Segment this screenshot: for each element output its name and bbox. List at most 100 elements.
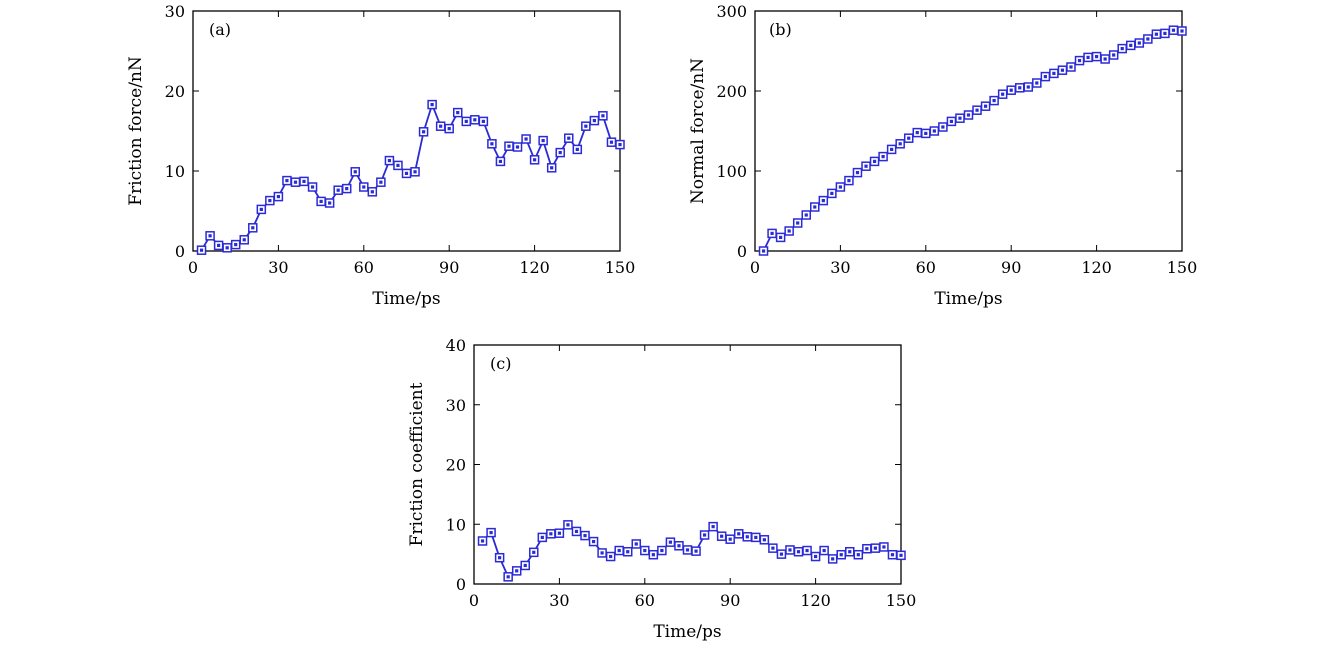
x-tick-label: 120 (1081, 258, 1112, 277)
data-point-dot (430, 103, 434, 107)
data-point-dot (387, 159, 392, 163)
data-point-dot (787, 229, 791, 233)
data-point-dot (754, 535, 758, 539)
data-point-dot (873, 546, 877, 550)
data-point-c (605, 551, 616, 562)
data-point-dot (898, 142, 902, 146)
x-tick-label: 30 (268, 258, 288, 277)
data-point-dot (890, 147, 894, 151)
chart-panel-a: 0 30 60 90 120 150 0 10 20 30 Time/ps Friction forc… (126, 2, 635, 309)
y-tick-label: 0 (175, 242, 185, 261)
data-point-dot (805, 548, 809, 553)
chart-panel-b: 0 30 60 90 120 150 0 100 200 300 Time/ps Normal for… (688, 2, 1197, 309)
y-tick-label: 100 (716, 162, 747, 181)
data-point-dot (983, 104, 988, 108)
data-point-dot (847, 179, 851, 183)
data-point-dot (396, 163, 400, 167)
data-point-c (657, 545, 667, 556)
data-point-a (307, 182, 318, 192)
data-point-a (265, 195, 275, 206)
data-point-dot (557, 531, 561, 535)
data-point-b (980, 101, 991, 111)
data-point-b (835, 182, 846, 192)
data-point-a (333, 185, 343, 195)
data-point-b (1049, 68, 1059, 79)
data-point-dot (668, 540, 673, 544)
data-point-dot (515, 569, 519, 573)
data-point-c (537, 532, 548, 543)
x-tick-label: 60 (635, 591, 655, 610)
x-axis-title: Time/ps (934, 289, 1002, 309)
data-point-dot (591, 539, 596, 544)
data-point-dot (1137, 41, 1141, 45)
data-point-b (972, 105, 982, 115)
data-point-b (792, 218, 803, 228)
data-point-c (819, 545, 829, 556)
data-point-dot (242, 238, 246, 242)
data-point-dot (490, 142, 494, 146)
x-tick-label: 0 (750, 258, 760, 277)
data-point-dot (370, 190, 374, 194)
x-tick-label: 90 (439, 258, 459, 277)
data-point-dot (838, 185, 842, 189)
data-point-dot (439, 124, 443, 128)
data-point-c (810, 551, 821, 562)
data-point-c (665, 537, 676, 547)
data-point-dot (225, 246, 229, 250)
data-point-dot (199, 248, 204, 252)
data-point-dot (601, 114, 605, 118)
data-point-b (946, 116, 957, 127)
data-point-dot (1171, 28, 1176, 32)
data-point-a (564, 133, 574, 143)
data-point-dot (217, 243, 221, 247)
data-point-dot (1018, 86, 1022, 90)
data-point-dot (737, 532, 741, 536)
data-point-dot (574, 529, 579, 534)
data-point-c (785, 545, 795, 555)
data-point-b (827, 188, 837, 199)
data-point-dot (643, 548, 647, 553)
x-tick-label: 150 (605, 258, 636, 277)
data-point-b (818, 195, 829, 206)
data-point-b (989, 95, 999, 106)
data-point-dot (702, 533, 707, 537)
data-point-dot (208, 234, 212, 238)
y-tick-label: 30 (165, 2, 185, 21)
data-point-c (588, 536, 599, 547)
data-point-c (853, 549, 864, 560)
data-point-dot (617, 548, 621, 553)
data-point-dot (609, 554, 613, 559)
data-point-a (376, 177, 386, 187)
data-point-a (589, 115, 600, 126)
x-tick-label: 0 (469, 591, 479, 610)
data-point-dot (771, 546, 775, 550)
data-point-dot (1146, 37, 1150, 41)
data-point-dot (839, 553, 843, 557)
data-point-dot (234, 243, 238, 247)
data-point-a (299, 176, 309, 187)
data-point-dot (421, 130, 426, 134)
data-point-c (862, 543, 872, 554)
data-point-a (273, 191, 284, 202)
chart-panel-c: 0 30 60 90 120 150 0 10 20 30 40 Time/ps Friction co… (407, 336, 916, 642)
data-point-a (521, 134, 531, 144)
data-point-dot (856, 553, 860, 557)
data-point-dot (558, 151, 562, 155)
x-tick-label: 150 (886, 591, 917, 610)
data-point-dot (566, 523, 570, 527)
data-point-a (222, 243, 232, 253)
data-point-dot (762, 538, 766, 542)
data-point-dot (677, 544, 681, 548)
data-point-b (1023, 82, 1034, 92)
data-point-dot (524, 137, 528, 141)
data-point-dot (600, 551, 604, 555)
data-point-b (767, 228, 777, 239)
data-point-dot (770, 231, 774, 235)
data-point-dot (259, 207, 263, 211)
data-point-c (640, 545, 650, 556)
data-point-a (341, 183, 352, 194)
y-tick-label: 0 (456, 575, 466, 594)
data-point-dot (890, 553, 895, 557)
data-point-c (845, 546, 855, 557)
data-point-c (827, 554, 838, 564)
